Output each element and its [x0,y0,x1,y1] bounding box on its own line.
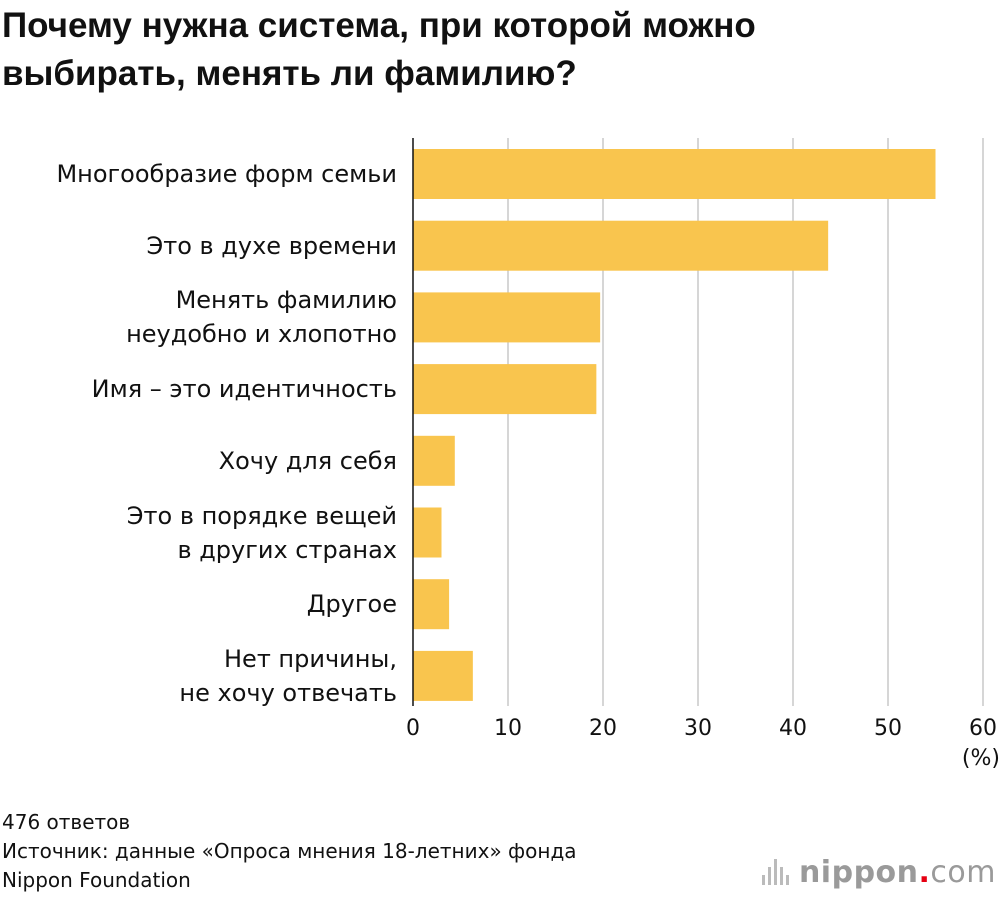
bar-7 [413,650,473,701]
category-label-1: Это в духе времени [146,229,397,263]
footer: 476 ответов Источник: данные «Опроса мне… [2,808,577,895]
title-line-1: Почему нужна система, при которой можно [2,6,756,45]
source-line-2: Nippon Foundation [2,868,191,892]
responses-count: 476 ответов [2,810,131,834]
title-line-2: выбирать, менять ли фамилию? [2,54,577,93]
logo-text: nippon.com [799,855,996,890]
category-label-4: Хочу для себя [219,444,397,478]
logo-dot: . [918,854,931,890]
category-label-4-line-0: Хочу для себя [218,446,397,475]
x-tick-label-30: 30 [684,716,712,741]
bar-1 [413,220,829,271]
category-label-5-line-0: Это в порядке вещей [126,501,397,530]
x-tick-label-20: 20 [589,716,617,741]
bar-2 [413,292,601,343]
x-tick-label-50: 50 [874,716,902,741]
x-tick-label-0: 0 [406,716,420,741]
chart-title: Почему нужна система, при которой можно … [2,2,992,98]
category-label-3-line-0: Имя – это идентичность [91,375,397,404]
bar-6 [413,579,450,630]
category-label-1-line-0: Это в духе времени [146,231,397,260]
category-label-2-line-0: Менять фамилию [175,286,397,315]
logo-bars-icon [761,859,789,885]
category-label-7-line-0: Нет причины, [224,644,397,673]
x-tick-label-10: 10 [494,716,522,741]
bar-4 [413,435,455,486]
category-label-5-line-1: в других странах [177,535,397,564]
x-tick-label-60: 60 [969,716,997,741]
category-label-0: Многообразие форм семьи [56,157,397,191]
bar-3 [413,364,597,415]
category-label-3: Имя – это идентичность [92,372,397,406]
category-label-2-line-1: неудобно и хлопотно [126,320,397,349]
source-line-1: Источник: данные «Опроса мнения 18-летни… [2,839,577,863]
category-label-6: Другое [307,587,397,621]
logo-domain: com [930,854,996,890]
category-label-7: Нет причины, не хочу отвечать [179,642,397,710]
category-label-7-line-1: не хочу отвечать [179,678,397,707]
bar-5 [413,507,442,558]
x-axis-unit-label: (%) [961,746,1000,771]
category-label-0-line-0: Многообразие форм семьи [56,160,397,188]
category-label-6-line-0: Другое [306,590,397,619]
category-label-2: Менять фамилию неудобно и хлопотно [126,283,397,351]
nippon-logo: nippon.com [761,852,996,892]
bar-0 [413,149,936,199]
category-label-5: Это в порядке вещей в других странах [127,499,397,567]
logo-name: nippon [798,854,919,890]
x-tick-label-40: 40 [779,716,807,741]
